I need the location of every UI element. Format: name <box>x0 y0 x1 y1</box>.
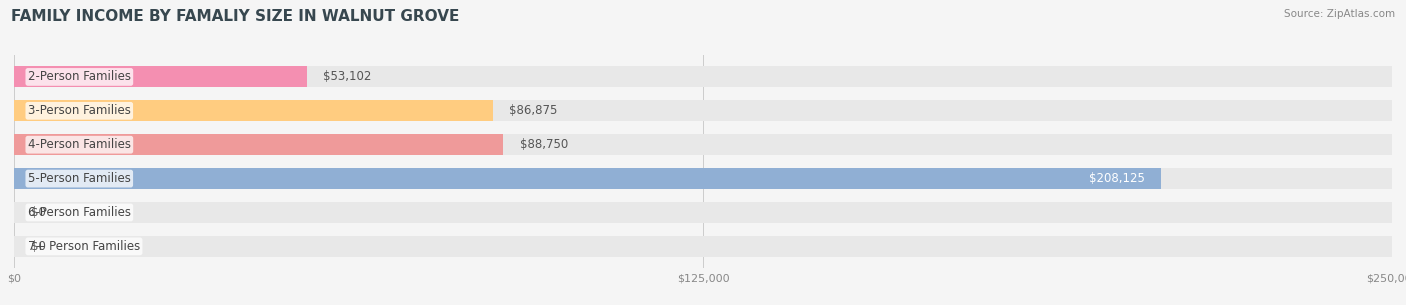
Text: 4-Person Families: 4-Person Families <box>28 138 131 151</box>
Bar <box>14 66 307 88</box>
Text: $208,125: $208,125 <box>1088 172 1144 185</box>
Text: Source: ZipAtlas.com: Source: ZipAtlas.com <box>1284 9 1395 19</box>
Text: $88,750: $88,750 <box>520 138 568 151</box>
Text: 7+ Person Families: 7+ Person Families <box>28 240 141 253</box>
Text: $53,102: $53,102 <box>323 70 371 84</box>
Bar <box>14 66 1392 88</box>
Text: 5-Person Families: 5-Person Families <box>28 172 131 185</box>
Text: $86,875: $86,875 <box>509 104 558 117</box>
Bar <box>14 168 1392 189</box>
Bar <box>14 134 503 155</box>
Text: FAMILY INCOME BY FAMALIY SIZE IN WALNUT GROVE: FAMILY INCOME BY FAMALIY SIZE IN WALNUT … <box>11 9 460 24</box>
Bar <box>14 168 1161 189</box>
Bar <box>14 134 1392 155</box>
Bar <box>14 100 1392 121</box>
Bar <box>14 100 494 121</box>
Text: 6-Person Families: 6-Person Families <box>28 206 131 219</box>
Bar <box>14 202 1392 223</box>
Text: 3-Person Families: 3-Person Families <box>28 104 131 117</box>
Text: 2-Person Families: 2-Person Families <box>28 70 131 84</box>
Text: $0: $0 <box>31 240 45 253</box>
Bar <box>14 236 1392 257</box>
Text: $0: $0 <box>31 206 45 219</box>
